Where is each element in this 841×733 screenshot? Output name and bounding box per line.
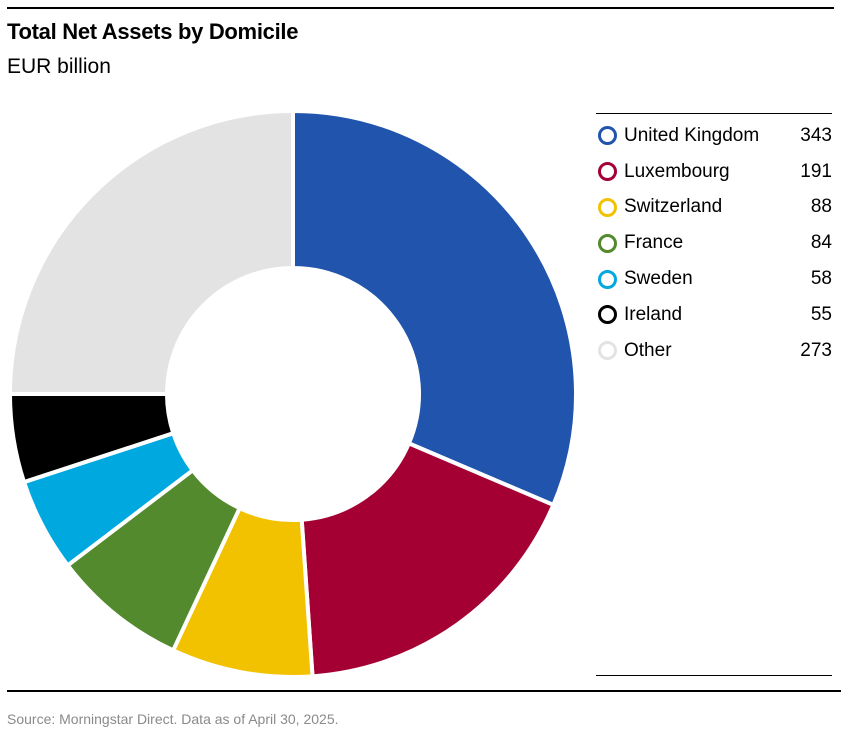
legend-item: Ireland 55 [596, 297, 832, 333]
legend-value: 343 [800, 124, 832, 146]
legend-label: Switzerland [624, 196, 723, 218]
bottom-rule [7, 690, 841, 692]
legend-label: Other [624, 339, 672, 361]
legend: United Kingdom 343 Luxembourg 191 Switzerlan… [596, 113, 832, 369]
legend-item: Switzerland 88 [596, 190, 832, 226]
legend-swatch-icon [598, 341, 617, 361]
legend-swatch-icon [598, 197, 617, 217]
legend-label: France [624, 232, 684, 254]
legend-value: 191 [800, 160, 832, 182]
slice-luxembourg [299, 441, 556, 679]
legend-item: United Kingdom 343 [596, 118, 832, 154]
legend-top-rule [596, 113, 832, 114]
source-note: Source: Morningstar Direct. Data as of A… [7, 711, 339, 727]
legend-item: Sweden 58 [596, 261, 832, 297]
legend-swatch-icon [598, 305, 617, 325]
legend-label: Sweden [624, 268, 693, 290]
legend-item: Luxembourg 191 [596, 154, 832, 190]
legend-item: Other 273 [596, 333, 832, 369]
slice-united-kingdom [291, 109, 578, 507]
legend-value: 273 [800, 339, 832, 361]
chart-title: Total Net Assets by Domicile [7, 19, 299, 44]
legend-value: 55 [810, 303, 832, 325]
legend-bottom-rule [596, 675, 832, 676]
legend-swatch-icon [598, 162, 617, 182]
legend-swatch-icon [598, 269, 617, 289]
donut-chart [8, 109, 578, 679]
legend-label: United Kingdom [624, 124, 760, 146]
top-rule [7, 7, 834, 9]
legend-value: 88 [810, 196, 832, 218]
legend-swatch-icon [598, 233, 617, 253]
legend-swatch-icon [598, 126, 617, 146]
legend-item: France 84 [596, 225, 832, 261]
slice-other [8, 109, 295, 396]
legend-label: Ireland [624, 303, 683, 325]
legend-items: United Kingdom 343 Luxembourg 191 Switzerlan… [596, 118, 832, 369]
legend-label: Luxembourg [624, 160, 730, 182]
chart-subtitle: EUR billion [7, 55, 111, 78]
legend-value: 58 [810, 268, 832, 290]
legend-value: 84 [810, 232, 832, 254]
